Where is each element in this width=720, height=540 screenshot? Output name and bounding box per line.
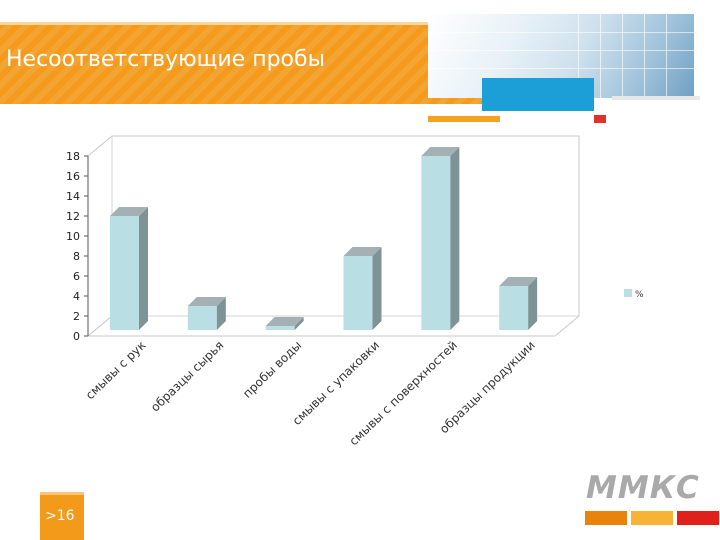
- bar: [265, 317, 304, 330]
- bar-top: [265, 317, 304, 326]
- bar: [187, 297, 226, 330]
- logo-red-square: [677, 511, 719, 525]
- decor-blue-block: [482, 78, 594, 111]
- bar-top: [343, 247, 382, 256]
- bar-side: [294, 317, 304, 330]
- y-tick-label: 12: [66, 210, 80, 223]
- bar-top: [187, 297, 226, 306]
- bar: [110, 207, 148, 330]
- x-category-label: образцы сырья: [148, 338, 226, 414]
- banner-highlight: [0, 22, 575, 25]
- slide-title: Несоответствующие пробы: [6, 47, 325, 72]
- y-tick-label: 6: [73, 270, 80, 283]
- y-axis: 0 2 4 6 8 10 12 14 16 18: [66, 150, 89, 343]
- bar-front: [499, 286, 529, 330]
- x-category-label: смывы с упаковки: [290, 338, 382, 428]
- bar-top: [421, 147, 460, 156]
- logo-yellow-square: [631, 511, 673, 525]
- x-category-label: пробы воды: [240, 338, 304, 401]
- y-tick-label: 4: [73, 290, 80, 303]
- bar-front: [110, 216, 139, 330]
- bar-front: [421, 156, 451, 330]
- bar-top: [499, 277, 538, 286]
- legend-label: %: [635, 290, 644, 300]
- page-number-box: [40, 492, 84, 540]
- y-tick-label: 0: [73, 330, 80, 343]
- legend-swatch: [624, 289, 632, 297]
- decor-orange-strip: [428, 116, 500, 122]
- bar-top: [110, 207, 148, 216]
- bar-front: [265, 326, 295, 330]
- bar-front: [187, 306, 217, 330]
- decor-line: [612, 96, 700, 100]
- y-tick-label: 10: [66, 230, 80, 243]
- x-axis-labels: смывы с рук образцы сырья пробы водысмывы …: [83, 338, 538, 448]
- bar: [421, 147, 460, 330]
- bar-side: [372, 247, 382, 330]
- bar-front: [343, 256, 373, 330]
- decor-red-square: [594, 115, 606, 123]
- x-category-label: смывы с рук: [83, 338, 149, 402]
- y-tick-label: 16: [66, 170, 80, 183]
- company-logo: ММКС: [586, 470, 700, 506]
- y-tick-label: 14: [66, 190, 80, 203]
- bar: [499, 277, 538, 330]
- bar-side: [139, 207, 148, 330]
- y-tick-label: 8: [73, 250, 80, 263]
- y-tick-label: 18: [66, 150, 80, 163]
- legend: %: [624, 289, 644, 300]
- page-number: >16: [45, 508, 75, 524]
- y-tick-label: 2: [73, 310, 80, 323]
- bar-series: [110, 147, 538, 330]
- bar-side: [450, 147, 460, 330]
- floor-edge: [87, 315, 113, 337]
- bar: [343, 247, 382, 330]
- bar-side: [216, 297, 226, 330]
- logo-orange-square: [585, 511, 627, 525]
- bar-side: [528, 277, 538, 330]
